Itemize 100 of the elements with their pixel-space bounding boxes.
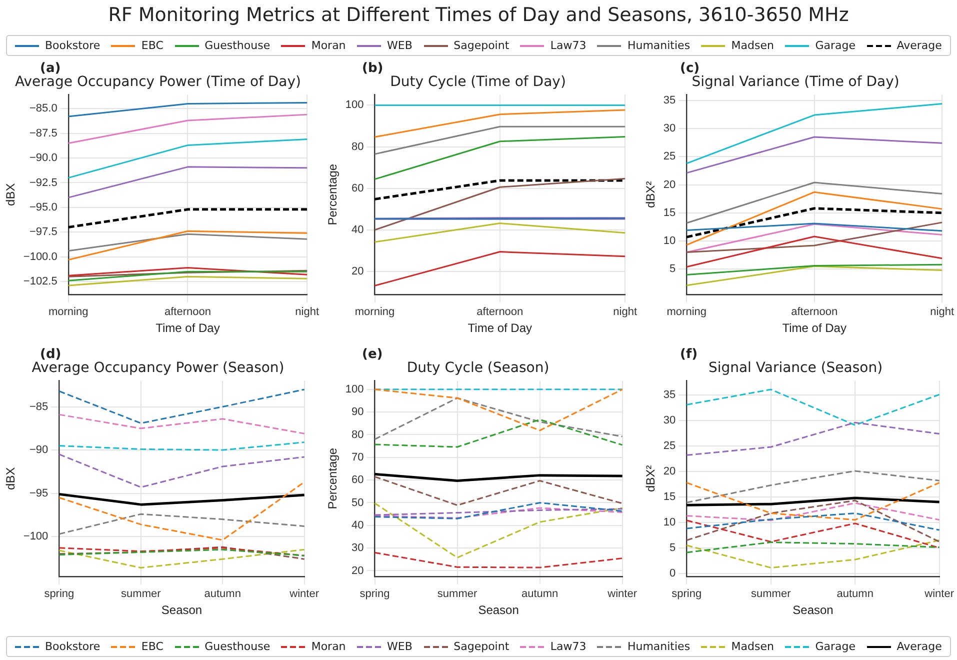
- legend-label: WEB: [387, 39, 412, 52]
- y-tick-label: −100.0: [23, 250, 58, 263]
- x-axis-title: Time of Day: [156, 321, 220, 336]
- y-tick-label: 5: [670, 542, 676, 554]
- x-tick-label: summer: [751, 588, 792, 600]
- y-tick-label: 30: [663, 414, 676, 427]
- text: (e): [362, 346, 383, 362]
- x-tick-label: morning: [666, 306, 707, 318]
- legend-label: Bookstore: [45, 640, 100, 653]
- y-axis-title: dBX: [4, 183, 18, 206]
- x-tick-label: afternoon: [791, 306, 838, 318]
- x-tick-label: spring: [44, 588, 74, 600]
- legend-label: Average: [896, 39, 942, 52]
- legend-label: Garage: [815, 640, 856, 653]
- x-tick-label: winter: [924, 588, 954, 600]
- y-tick-label: 10: [663, 516, 676, 528]
- text: RF Monitoring Metrics at Different Times of Day and Seasons, 3610-3650 MHz: [107, 4, 850, 26]
- y-tick-label: 90: [352, 406, 364, 418]
- y-axis-title: Percentage: [326, 164, 340, 226]
- text: (f): [680, 346, 698, 362]
- text: (a): [40, 60, 61, 76]
- chart-title: Average Occupancy Power (Time of Day): [14, 74, 302, 90]
- y-tick-label: 10: [663, 235, 676, 248]
- y-tick-label: 25: [663, 440, 676, 452]
- legend-label: Moran: [311, 39, 346, 52]
- y-tick-label: 70: [352, 451, 364, 464]
- chart-title: Signal Variance (Season): [708, 360, 883, 376]
- y-tick-label: 15: [663, 490, 676, 503]
- x-tick-label: morning: [354, 306, 395, 318]
- text: (d): [40, 346, 62, 362]
- line-series: [374, 508, 624, 516]
- y-tick-label: 20: [352, 564, 364, 577]
- y-tick-label: −92.5: [30, 176, 58, 189]
- x-tick-label: afternoon: [164, 306, 211, 318]
- legend-label: Sagepoint: [454, 39, 510, 52]
- y-tick-label: 30: [663, 122, 676, 135]
- legend-label: Garage: [815, 39, 856, 52]
- x-tick-label: summer: [121, 588, 162, 600]
- legend-label: EBC: [141, 39, 164, 52]
- legend-label: Guesthouse: [204, 640, 270, 653]
- chart-title: Duty Cycle (Time of Day): [390, 74, 566, 90]
- legend-label: Guesthouse: [204, 39, 270, 52]
- y-axis-title: dBX²: [644, 465, 658, 492]
- line-series: [58, 548, 306, 568]
- line-series: [374, 552, 624, 568]
- y-tick-label: 0: [670, 567, 676, 580]
- chart-title: Signal Variance (Time of Day): [692, 74, 900, 90]
- y-tick-label: −102.5: [23, 276, 58, 288]
- x-tick-label: night: [613, 306, 638, 318]
- y-tick-label: 40: [352, 519, 364, 532]
- line-series: [58, 454, 306, 488]
- x-axis-title: Season: [478, 603, 519, 618]
- x-tick-label: autumn: [204, 588, 241, 600]
- line-series: [374, 507, 624, 519]
- legend-label: Madsen: [731, 39, 774, 52]
- legend-label: Sagepoint: [454, 640, 510, 653]
- legend-label: Bookstore: [45, 39, 100, 52]
- y-tick-label: −90.0: [30, 152, 58, 164]
- y-tick-label: 80: [352, 140, 364, 153]
- y-tick-label: 40: [352, 224, 364, 236]
- y-tick-label: 60: [352, 182, 364, 194]
- y-tick-label: −90: [30, 444, 48, 456]
- text: (b): [362, 60, 384, 76]
- legend-label: Moran: [311, 640, 346, 653]
- x-tick-label: autumn: [521, 588, 558, 600]
- x-tick-label: autumn: [836, 588, 874, 600]
- text: (c): [680, 60, 700, 76]
- y-tick-label: 50: [352, 496, 364, 509]
- x-axis-title: Season: [792, 603, 834, 618]
- x-tick-label: morning: [48, 306, 88, 318]
- x-tick-label: afternoon: [476, 306, 524, 318]
- x-tick-label: spring: [672, 588, 702, 600]
- y-axis-title: dBX: [4, 467, 18, 490]
- y-tick-label: 25: [663, 150, 676, 163]
- y-tick-label: −85.0: [30, 102, 58, 115]
- y-tick-label: −100: [23, 530, 48, 543]
- y-tick-label: 15: [663, 206, 676, 219]
- x-axis-title: Season: [161, 603, 202, 618]
- legend-label: EBC: [141, 640, 164, 653]
- legend-label: Madsen: [731, 640, 774, 653]
- y-axis-title: dBX²: [644, 181, 658, 208]
- y-tick-label: −97.5: [30, 226, 58, 238]
- x-axis-title: Time of Day: [468, 321, 532, 336]
- y-tick-label: −95: [30, 487, 48, 500]
- legend-label: Humanities: [627, 640, 690, 653]
- y-tick-label: 100: [345, 99, 364, 112]
- x-tick-label: night: [930, 306, 954, 318]
- x-tick-label: winter: [288, 588, 320, 600]
- x-tick-label: night: [295, 306, 320, 318]
- legend-label: Average: [896, 640, 942, 653]
- y-axis-title: Percentage: [326, 448, 340, 510]
- y-tick-label: 20: [352, 266, 364, 278]
- x-tick-label: summer: [437, 588, 478, 600]
- y-tick-label: −95.0: [30, 201, 58, 214]
- y-tick-label: 35: [663, 94, 676, 106]
- chart-title: Average Occupancy Power (Season): [32, 360, 284, 376]
- y-tick-label: 80: [352, 428, 364, 441]
- legend-label: Humanities: [627, 39, 690, 52]
- y-tick-label: 30: [352, 542, 364, 554]
- line-series: [58, 414, 306, 434]
